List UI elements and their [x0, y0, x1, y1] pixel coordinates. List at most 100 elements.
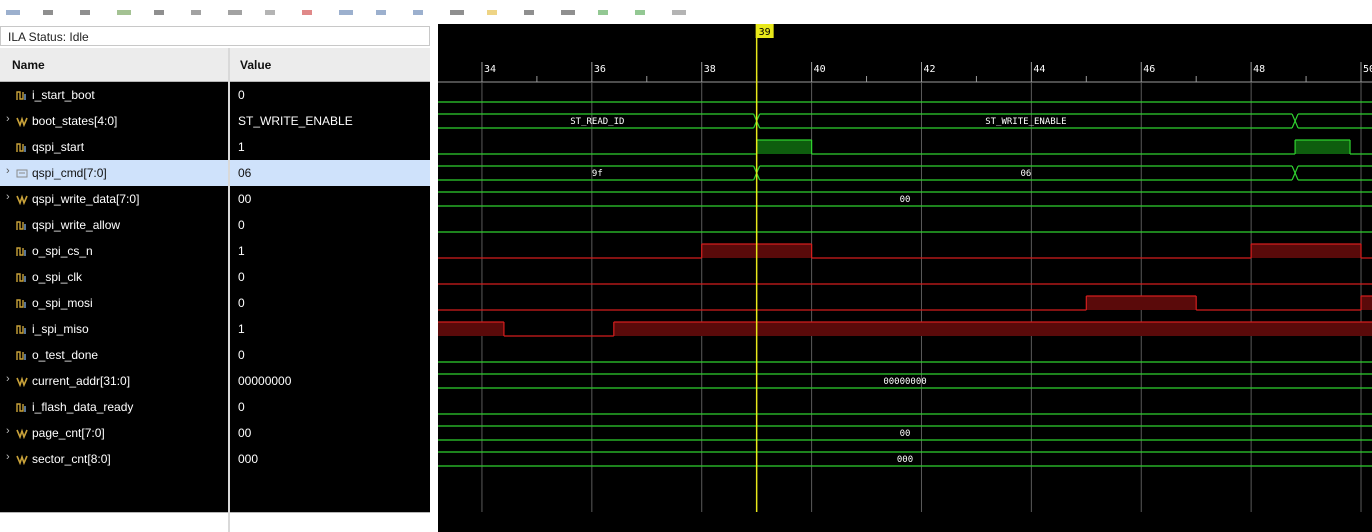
signal-value: 00 — [238, 192, 252, 206]
signal-row[interactable]: i_spi_miso — [0, 316, 228, 342]
ruler-label: 46 — [1143, 64, 1155, 75]
add-marker-icon[interactable] — [265, 10, 275, 15]
signal-row[interactable]: › qspi_write_data[7:0] — [0, 186, 228, 212]
signal-row[interactable]: › boot_states[4:0] — [0, 108, 228, 134]
ruler-label: 38 — [704, 64, 716, 75]
signal-row[interactable]: › sector_cnt[8:0] — [0, 446, 228, 472]
bus-value-label: 9f — [592, 169, 603, 179]
signal-name: i_spi_miso — [32, 322, 89, 336]
swap-cursors-icon[interactable] — [376, 10, 386, 15]
signal-value-row[interactable]: 000 — [230, 446, 430, 472]
signal-row[interactable]: › page_cnt[7:0] — [0, 420, 228, 446]
signal-value-row[interactable]: 0 — [230, 290, 430, 316]
bit-signal-icon — [16, 351, 26, 360]
signal-row[interactable]: i_flash_data_ready — [0, 394, 228, 420]
signal-name: current_addr[31:0] — [32, 374, 131, 388]
signal-value-row[interactable]: 0 — [230, 264, 430, 290]
float-slider-icon[interactable] — [598, 10, 608, 15]
signal-name: boot_states[4:0] — [32, 114, 118, 128]
insert-marker-icon[interactable] — [524, 10, 534, 15]
waveform-footer — [438, 512, 1372, 532]
wave-high-fill — [613, 322, 1372, 336]
bus-value-label: 000 — [897, 455, 913, 465]
value-column-footer — [230, 512, 430, 532]
signal-row[interactable]: o_spi_cs_n — [0, 238, 228, 264]
expand-chevron-icon[interactable]: › — [6, 113, 10, 125]
signal-name: qspi_write_allow — [32, 218, 121, 232]
bus-transition — [1291, 165, 1299, 181]
signal-value-row[interactable]: ST_WRITE_ENABLE — [230, 108, 430, 134]
wave-high-fill — [1251, 244, 1362, 258]
ruler-label: 36 — [594, 64, 606, 75]
signal-row[interactable]: o_spi_mosi — [0, 290, 228, 316]
signal-name: i_flash_data_ready — [32, 400, 134, 414]
bit-signal-icon — [16, 221, 26, 230]
expand-icon[interactable] — [450, 10, 464, 15]
wave-high-fill — [438, 322, 504, 336]
signal-row[interactable]: i_start_boot — [0, 82, 228, 108]
bus-value-label: 06 — [1020, 169, 1031, 179]
signal-value-row[interactable]: 1 — [230, 238, 430, 264]
bit-signal-icon — [16, 299, 26, 308]
bus-transition — [1291, 113, 1299, 129]
signal-value-row[interactable]: 0 — [230, 212, 430, 238]
bus-signal-icon — [16, 454, 28, 465]
pane-divider[interactable] — [430, 26, 438, 532]
snap-to-transition-icon[interactable] — [413, 10, 423, 15]
signal-row[interactable]: o_test_done — [0, 342, 228, 368]
previous-transition-icon[interactable] — [191, 10, 201, 15]
cursor-left-icon[interactable] — [672, 10, 686, 15]
signal-value-row[interactable]: 1 — [230, 316, 430, 342]
expand-chevron-icon[interactable]: › — [6, 165, 10, 177]
collapse-icon[interactable] — [487, 10, 497, 15]
zoom-in-icon[interactable] — [43, 10, 53, 15]
signal-row[interactable]: qspi_start — [0, 134, 228, 160]
bus-value-label: ST_READ_ID — [570, 117, 624, 127]
expand-chevron-icon[interactable]: › — [6, 191, 10, 203]
expand-chevron-icon[interactable]: › — [6, 425, 10, 437]
signal-value-row[interactable]: 0 — [230, 394, 430, 420]
waveform-canvas[interactable]: 34 36 38 40 42 44 46 48 50 ST_READ_ID ST_WRITE_ENA… — [438, 24, 1372, 532]
signal-name: page_cnt[7:0] — [32, 426, 105, 440]
name-column-label: Name — [12, 58, 45, 72]
signal-row[interactable]: › current_addr[31:0] — [0, 368, 228, 394]
name-column-header[interactable]: Name — [0, 48, 228, 82]
signal-value-row[interactable]: 0 — [230, 82, 430, 108]
signal-name: qspi_write_data[7:0] — [32, 192, 140, 206]
signal-value-row[interactable]: 00 — [230, 186, 430, 212]
signal-row[interactable]: qspi_write_allow — [0, 212, 228, 238]
go-to-time-zero-icon[interactable] — [117, 10, 131, 15]
column-divider[interactable] — [228, 48, 230, 532]
signal-value: 1 — [238, 322, 245, 336]
next-transition-icon[interactable] — [228, 10, 242, 15]
signal-value-row[interactable]: 00 — [230, 420, 430, 446]
zoom-fit-icon[interactable] — [6, 10, 20, 15]
signal-name: o_test_done — [32, 348, 99, 362]
bus-signal-icon — [16, 194, 28, 205]
cursor-time-label: 39 — [759, 27, 771, 38]
go-to-last-time-icon[interactable] — [154, 10, 164, 15]
signal-value-row[interactable]: 00000000 — [230, 368, 430, 394]
expand-chevron-icon[interactable]: › — [6, 451, 10, 463]
next-marker-icon[interactable] — [339, 10, 353, 15]
signal-value-row[interactable]: 06 — [230, 160, 430, 186]
bus-value-label: 00 — [900, 195, 911, 205]
signal-name-list: i_start_boot › boot_states[4:0] qspi_start ›… — [0, 82, 228, 532]
cursor-right-icon[interactable] — [635, 10, 645, 15]
signal-row[interactable]: › qspi_cmd[7:0] — [0, 160, 228, 186]
signal-value-list: 0 ST_WRITE_ENABLE 1 06 00 0 1 0 0 1 0 00000000 0 00 00… — [230, 82, 430, 532]
go-to-cursor-icon[interactable] — [80, 10, 90, 15]
wave-high-fill — [756, 140, 812, 154]
previous-marker-icon[interactable] — [302, 10, 312, 15]
signal-value: 0 — [238, 218, 245, 232]
ruler-label: 48 — [1253, 64, 1265, 75]
remove-marker-icon[interactable] — [561, 10, 575, 15]
ruler-label: 44 — [1033, 64, 1045, 75]
value-column-label: Value — [240, 58, 272, 72]
value-column-header[interactable]: Value — [230, 48, 430, 82]
signal-row[interactable]: o_spi_clk — [0, 264, 228, 290]
expand-chevron-icon[interactable]: › — [6, 373, 10, 385]
signal-value-row[interactable]: 1 — [230, 134, 430, 160]
signal-value: ST_WRITE_ENABLE — [238, 114, 353, 128]
signal-value-row[interactable]: 0 — [230, 342, 430, 368]
